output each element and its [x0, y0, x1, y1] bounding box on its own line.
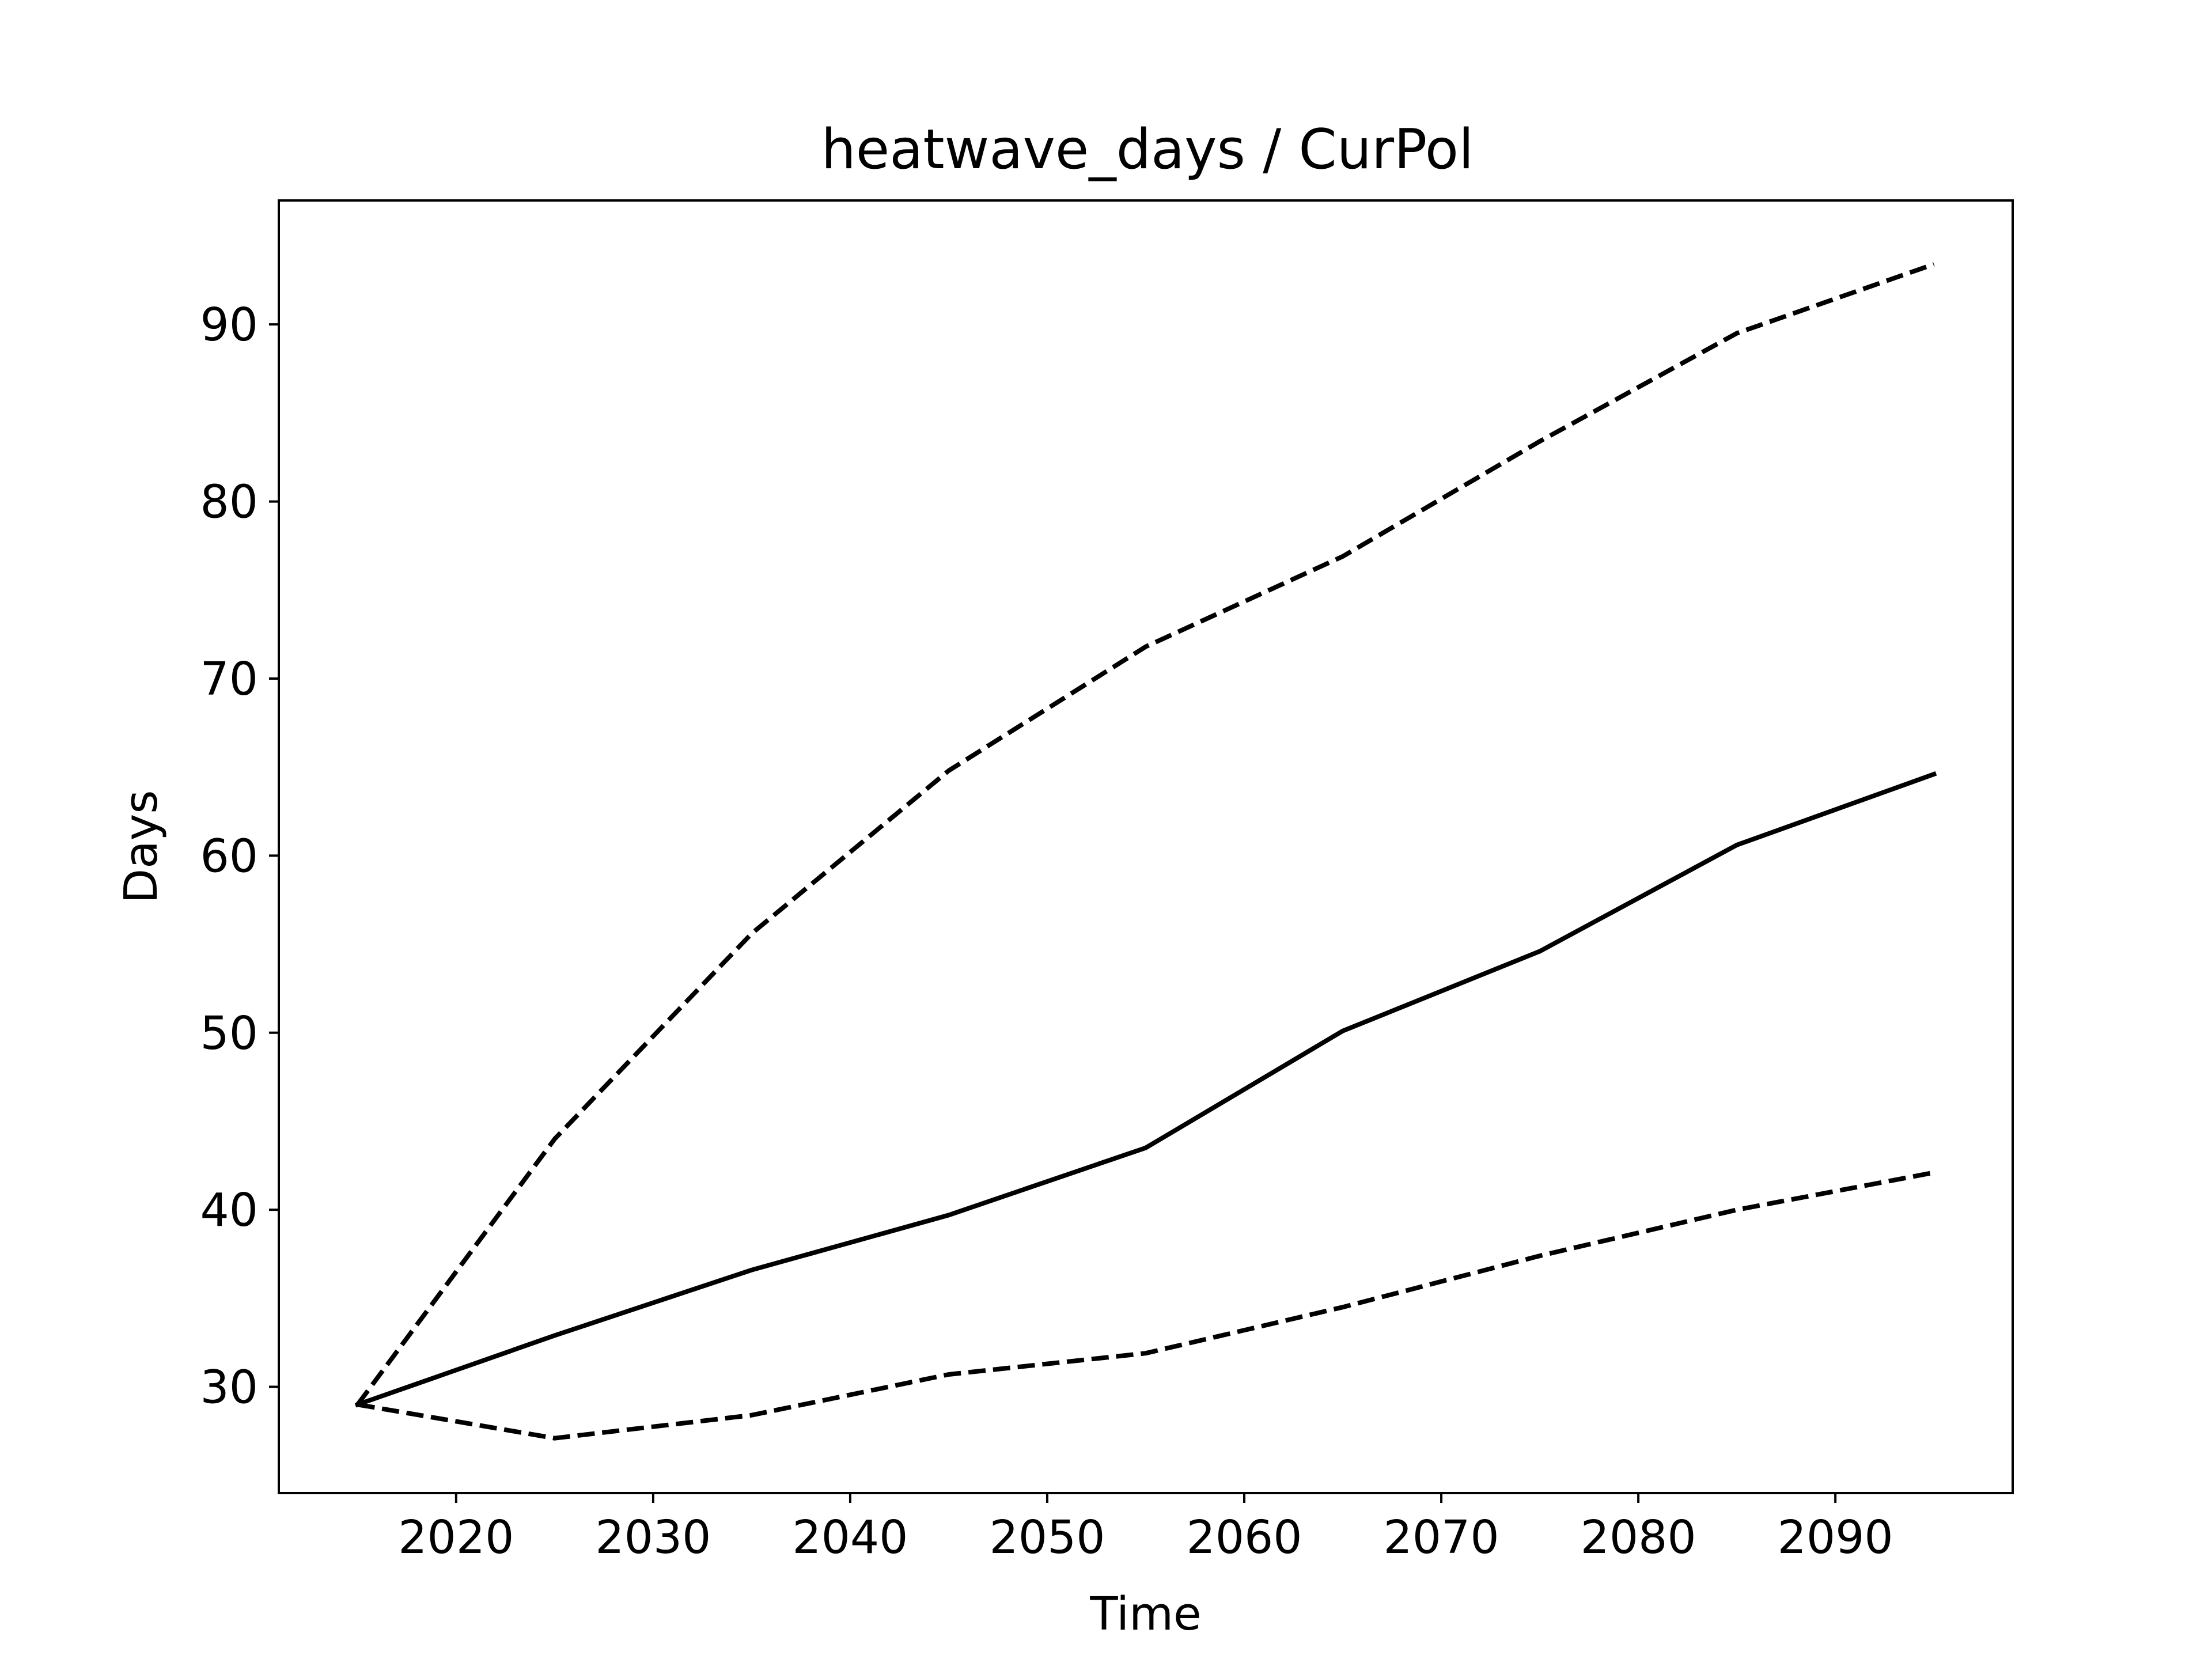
- chart-title: heatwave_days / CurPol: [821, 118, 1474, 181]
- y-tick-label: 90: [200, 298, 258, 351]
- plot-frame: [278, 199, 2014, 1494]
- y-tick-label: 80: [200, 476, 258, 529]
- x-axis-label: Time: [1089, 1588, 1201, 1641]
- x-tick-label: 2070: [1384, 1511, 1499, 1564]
- x-axis-ticks: 2020 2030 2040 2050 2060 2070 2080 2090: [398, 1493, 1893, 1564]
- x-tick-label: 2040: [792, 1511, 908, 1564]
- plot-area: [354, 262, 1937, 1441]
- series-line-upper-bound: [355, 262, 1935, 1406]
- y-tick-label: 40: [200, 1184, 258, 1237]
- y-tick-label: 30: [200, 1361, 258, 1414]
- x-tick-label: 2090: [1778, 1511, 1893, 1564]
- y-axis-label: Days: [115, 790, 168, 903]
- x-tick-label: 2030: [595, 1511, 711, 1564]
- series-line-lower-bound: [357, 1170, 1934, 1441]
- x-tick-label: 2020: [398, 1511, 514, 1564]
- y-tick-label: 50: [200, 1007, 258, 1060]
- x-tick-label: 2060: [1186, 1511, 1302, 1564]
- y-tick-label: 70: [200, 653, 258, 706]
- y-axis-ticks: 30 40 50 60 70 80 90: [200, 298, 279, 1414]
- y-tick-label: 60: [200, 830, 258, 882]
- x-tick-label: 2050: [989, 1511, 1105, 1564]
- x-tick-label: 2080: [1581, 1511, 1696, 1564]
- series-line-median: [354, 771, 1937, 1408]
